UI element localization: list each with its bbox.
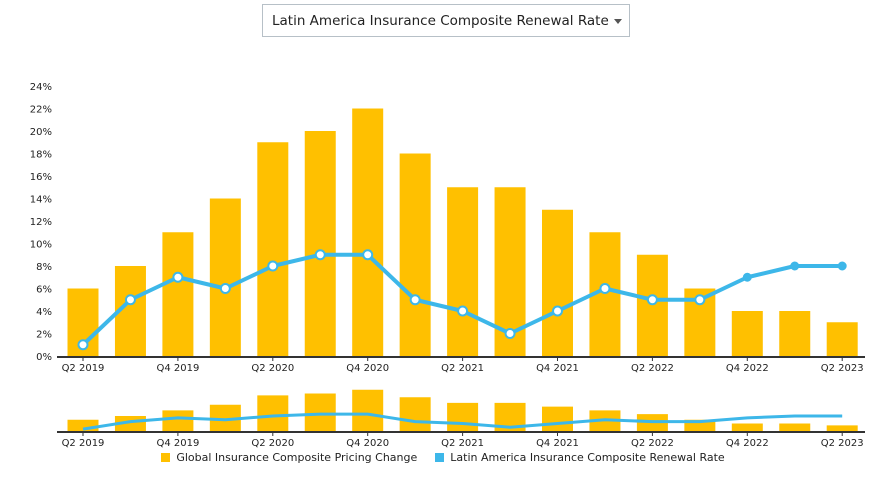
navigator-x-axis: Q2 2019 Q4 2019 Q2 2020 Q4 2020 Q2 2021 Q4 20… xyxy=(62,432,864,449)
navigator-bar xyxy=(684,419,716,431)
x-tick-label: Q4 2022 xyxy=(726,363,769,374)
line-swatch-icon xyxy=(435,453,445,462)
y-tick-label: 16% xyxy=(30,172,52,183)
x-tick-label: Q2 2019 xyxy=(62,363,105,374)
series-selector-dropdown[interactable]: Latin America Insurance Composite Renewa… xyxy=(262,4,630,37)
bar xyxy=(162,232,194,356)
bar xyxy=(447,187,479,356)
y-tick-label: 6% xyxy=(36,285,52,296)
navigator-bar xyxy=(399,397,431,431)
bar xyxy=(826,322,858,356)
y-tick-label: 4% xyxy=(36,307,52,318)
navigator-x-tick-label: Q2 2020 xyxy=(251,438,294,449)
data-point xyxy=(124,294,136,306)
navigator-x-tick-label: Q2 2021 xyxy=(441,438,484,449)
bar xyxy=(352,108,384,356)
x-tick-label: Q2 2021 xyxy=(441,363,484,374)
data-point xyxy=(172,271,184,283)
x-tick-label: Q4 2020 xyxy=(346,363,389,374)
data-point xyxy=(219,283,231,294)
navigator-bar xyxy=(542,406,573,431)
x-tick-label: Q4 2021 xyxy=(536,363,579,374)
data-point xyxy=(742,272,752,282)
bar xyxy=(542,209,573,356)
series-selector-value: Latin America Insurance Composite Renewa… xyxy=(272,12,609,29)
data-point xyxy=(362,249,374,261)
chevron-down-icon xyxy=(614,19,622,24)
legend-item-line[interactable]: Latin America Insurance Composite Renewa… xyxy=(435,451,725,464)
data-point xyxy=(457,305,469,317)
navigator-bar xyxy=(447,402,479,431)
y-tick-label: 20% xyxy=(30,127,52,138)
x-tick-label: Q2 2023 xyxy=(821,363,864,374)
data-point xyxy=(504,328,516,339)
y-tick-label: 12% xyxy=(30,217,52,228)
bar-swatch-icon xyxy=(161,453,171,462)
data-point xyxy=(646,294,658,306)
navigator-x-tick-label: Q2 2023 xyxy=(821,438,864,449)
y-tick-label: 18% xyxy=(30,150,52,161)
navigator-bar xyxy=(826,425,858,431)
bar-series xyxy=(67,108,858,356)
bar xyxy=(399,153,431,356)
renewal-rate-points xyxy=(77,249,847,351)
x-tick-label: Q2 2022 xyxy=(631,363,674,374)
navigator-x-tick-label: Q4 2022 xyxy=(726,438,769,449)
y-tick-label: 10% xyxy=(30,240,52,251)
navigator-x-tick-label: Q4 2021 xyxy=(536,438,579,449)
navigator[interactable]: Q2 2019 Q4 2019 Q2 2020 Q4 2020 Q2 2021 Q4 20… xyxy=(57,389,865,449)
data-point xyxy=(409,294,421,306)
navigator-bar xyxy=(352,389,384,431)
bar xyxy=(731,311,763,356)
navigator-bar xyxy=(779,423,811,431)
legend-label-bars: Global Insurance Composite Pricing Chang… xyxy=(176,451,418,464)
y-tick-label: 14% xyxy=(30,195,52,206)
legend: Global Insurance Composite Pricing Chang… xyxy=(0,451,886,464)
navigator-x-tick-label: Q4 2020 xyxy=(346,438,389,449)
y-tick-label: 2% xyxy=(36,330,52,341)
y-tick-label: 8% xyxy=(36,262,52,273)
y-tick-label: 0% xyxy=(36,352,52,363)
data-point xyxy=(837,261,847,271)
bar xyxy=(779,311,811,356)
data-point xyxy=(790,261,800,271)
data-point xyxy=(552,305,563,317)
bar xyxy=(636,254,668,356)
x-tick-label: Q4 2019 xyxy=(156,363,199,374)
navigator-bar xyxy=(162,410,194,431)
navigator-bar xyxy=(731,423,763,431)
data-point xyxy=(694,294,706,306)
navigator-line xyxy=(82,412,843,431)
bar xyxy=(257,142,289,356)
data-point xyxy=(267,260,279,272)
y-tick-label: 22% xyxy=(30,105,52,116)
data-point xyxy=(599,283,611,294)
navigator-x-tick-label: Q2 2019 xyxy=(62,438,105,449)
data-point xyxy=(77,339,89,351)
y-axis: 0% 2% 4% 6% 8% 10% 12% 14% 16% 18% 20% 22% 24% xyxy=(30,82,52,363)
x-axis: Q2 2019 Q4 2019 Q2 2020 Q4 2020 Q2 2021 Q4 20… xyxy=(62,357,864,374)
legend-item-bars[interactable]: Global Insurance Composite Pricing Chang… xyxy=(161,451,417,464)
x-tick-label: Q2 2020 xyxy=(251,363,294,374)
navigator-x-tick-label: Q4 2019 xyxy=(156,438,199,449)
y-tick-label: 24% xyxy=(30,82,52,93)
bar xyxy=(304,131,336,356)
navigator-bar xyxy=(257,395,289,431)
legend-label-line: Latin America Insurance Composite Renewa… xyxy=(450,451,725,464)
navigator-bar xyxy=(304,393,336,431)
navigator-bar xyxy=(67,419,99,431)
data-point xyxy=(314,249,326,261)
bar xyxy=(209,198,241,356)
navigator-x-tick-label: Q2 2022 xyxy=(631,438,674,449)
